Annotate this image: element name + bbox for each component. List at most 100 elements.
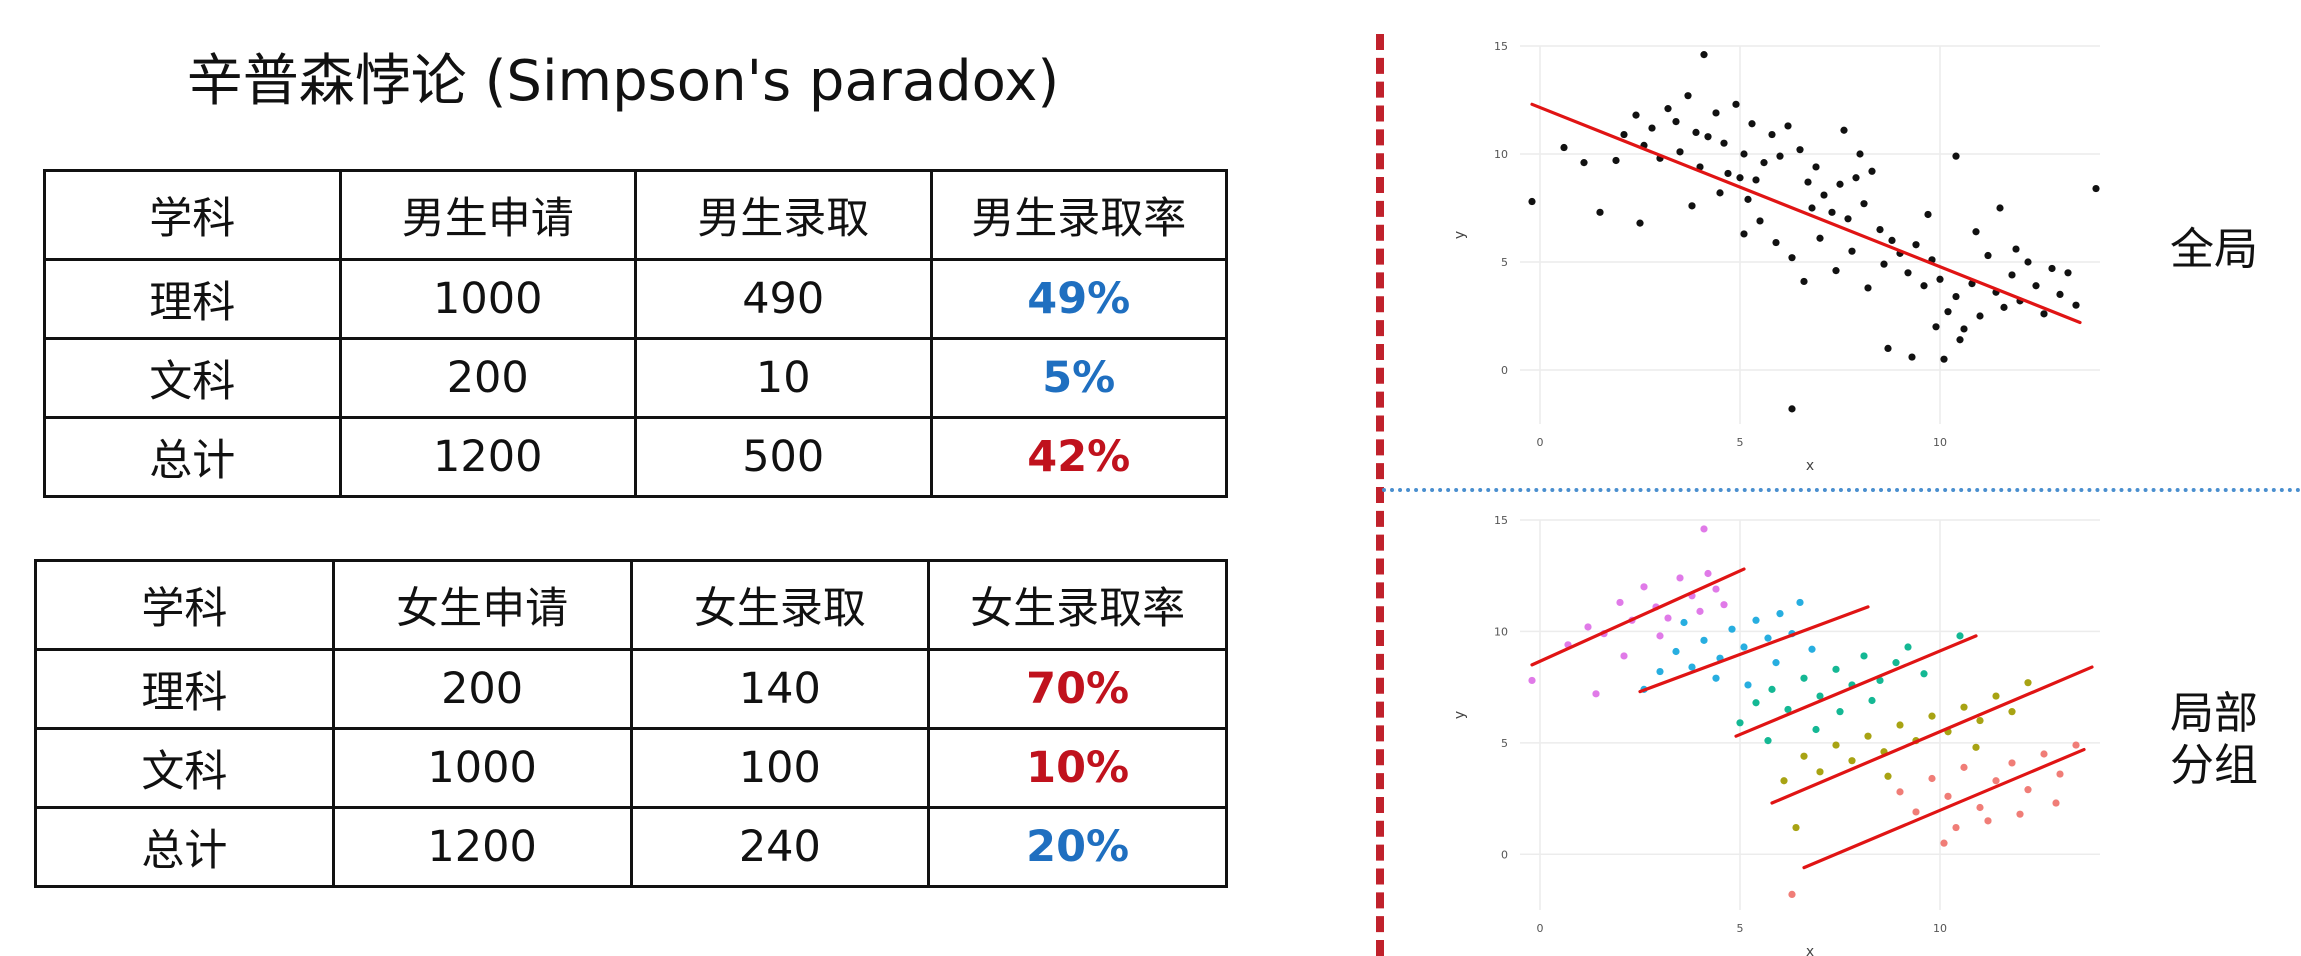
- data-point: [1832, 741, 1840, 749]
- data-point: [1984, 251, 1992, 260]
- data-point: [1740, 230, 1748, 238]
- data-point: [1672, 647, 1680, 656]
- data-point: [1960, 325, 1968, 333]
- data-point: [1912, 241, 1920, 249]
- subject-cell: 理科: [34, 648, 335, 730]
- data-point: [1752, 699, 1760, 707]
- data-point: [1712, 674, 1720, 682]
- data-point: [1748, 120, 1756, 128]
- data-point: [1880, 260, 1888, 268]
- data-point: [1996, 204, 2004, 212]
- data-point: [1688, 663, 1696, 671]
- table-header-row: 学科 女生申请 女生录取 女生录取率: [34, 559, 1228, 651]
- admitted-cell: 240: [629, 806, 931, 888]
- data-point: [1688, 202, 1696, 210]
- x-tick-label: 5: [1737, 922, 1744, 935]
- data-point: [1656, 667, 1664, 676]
- rate-cell: 10%: [927, 727, 1228, 809]
- applied-cell: 200: [331, 648, 633, 730]
- data-point: [1700, 636, 1708, 644]
- subject-cell: 文科: [34, 727, 335, 809]
- subject-cell: 文科: [43, 337, 342, 419]
- data-point: [1984, 817, 1992, 825]
- header-cell: 男生录取率: [929, 169, 1228, 261]
- data-point: [1788, 405, 1796, 413]
- applied-cell: 200: [338, 337, 637, 419]
- data-point: [1836, 708, 1844, 716]
- y-axis-label: y: [1452, 231, 1468, 239]
- data-point: [1528, 197, 1536, 206]
- data-point: [1768, 685, 1776, 693]
- subject-cell: 总计: [43, 416, 342, 498]
- data-point: [1528, 676, 1536, 685]
- data-point: [1620, 130, 1628, 139]
- data-point: [1664, 614, 1672, 622]
- data-point: [1864, 732, 1872, 740]
- data-point: [1892, 659, 1900, 667]
- rate-cell: 49%: [929, 258, 1228, 340]
- data-point: [1884, 772, 1892, 780]
- local-label-line: 局部: [2170, 688, 2258, 739]
- data-point: [1596, 208, 1604, 216]
- table-row: 理科 200 140 70%: [34, 648, 1228, 730]
- data-point: [1860, 200, 1868, 208]
- table-row: 理科 1000 490 49%: [43, 258, 1228, 340]
- grouped-scatter-plot: 0 5 10 0 5 10 15 x y: [1452, 514, 2100, 956]
- data-point: [1796, 146, 1804, 154]
- data-point: [1676, 148, 1684, 156]
- data-point: [2064, 269, 2072, 277]
- data-point: [1952, 292, 1960, 301]
- data-point: [2040, 310, 2048, 318]
- data-point: [1700, 51, 1708, 59]
- data-point: [1896, 721, 1904, 729]
- data-point: [1960, 763, 1968, 771]
- data-point: [2072, 741, 2080, 749]
- data-point: [1756, 217, 1764, 225]
- data-point: [1812, 725, 1820, 734]
- y-tick-label: 5: [1501, 256, 1508, 269]
- rate-cell: 5%: [929, 337, 1228, 419]
- data-point: [2052, 799, 2060, 807]
- data-point: [1560, 143, 1568, 152]
- data-point: [1764, 634, 1772, 642]
- data-point: [1888, 236, 1896, 244]
- data-point: [2092, 184, 2100, 193]
- data-point: [1832, 665, 1840, 673]
- data-point: [1736, 719, 1744, 727]
- data-point: [1908, 353, 1916, 361]
- data-point: [1952, 823, 1960, 832]
- data-point: [1816, 692, 1824, 700]
- data-point: [1868, 696, 1876, 705]
- admitted-cell: 490: [634, 258, 933, 340]
- data-point: [1672, 118, 1680, 126]
- table-row: 总计 1200 500 42%: [43, 416, 1228, 498]
- data-point: [2032, 282, 2040, 290]
- y-tick-label: 15: [1494, 40, 1508, 53]
- data-point: [1580, 159, 1588, 167]
- data-point: [1936, 275, 1944, 283]
- data-point: [1584, 623, 1592, 631]
- data-point: [1952, 152, 1960, 160]
- data-point: [2072, 301, 2080, 309]
- horizontal-dotted-divider: [1382, 488, 2301, 492]
- data-point: [1904, 643, 1912, 651]
- rate-cell: 42%: [929, 416, 1228, 498]
- admitted-cell: 10: [634, 337, 933, 419]
- data-point: [1836, 180, 1844, 188]
- data-point: [1924, 210, 1932, 219]
- data-point: [1684, 92, 1692, 100]
- subject-cell: 总计: [34, 806, 335, 888]
- regression-line: [1638, 605, 1870, 694]
- data-point: [1724, 169, 1732, 178]
- vertical-dashed-divider: [1376, 34, 1384, 956]
- data-point: [1768, 130, 1776, 139]
- data-point: [1780, 777, 1788, 785]
- data-point: [1868, 167, 1876, 175]
- data-point: [1932, 323, 1940, 331]
- data-point: [1896, 788, 1904, 796]
- data-point: [2024, 258, 2032, 266]
- plot-panel: [1520, 46, 2100, 424]
- regression-line: [1530, 567, 1746, 667]
- data-point: [1804, 178, 1812, 186]
- data-point: [1792, 823, 1800, 832]
